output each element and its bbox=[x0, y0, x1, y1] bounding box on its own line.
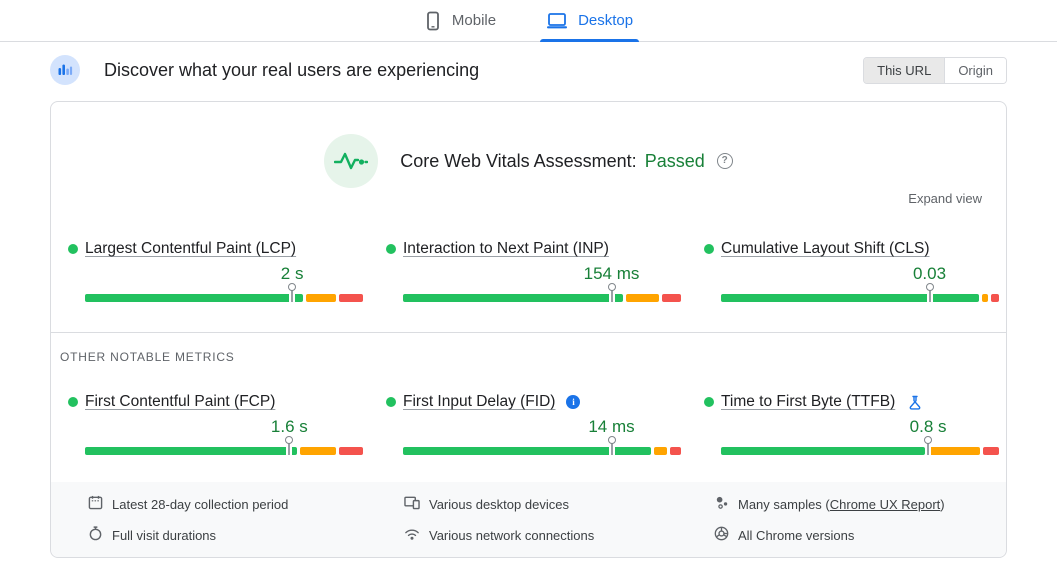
section-divider bbox=[51, 332, 1006, 333]
metric-value: 154 ms bbox=[583, 264, 640, 283]
distribution-bar bbox=[721, 294, 999, 302]
collection-period-item: Latest 28-day collection period bbox=[88, 495, 404, 513]
desktop-icon bbox=[546, 12, 568, 30]
devices-text: Various desktop devices bbox=[429, 496, 569, 512]
origin-button[interactable]: Origin bbox=[945, 57, 1006, 83]
device-tabbar: Mobile Desktop bbox=[0, 0, 1057, 42]
chrome-icon bbox=[714, 526, 729, 544]
bar-segment-poor bbox=[670, 447, 681, 455]
samples-item: Many samples (Chrome UX Report) bbox=[714, 495, 1006, 513]
help-icon[interactable]: ? bbox=[716, 153, 733, 169]
distribution-bar bbox=[85, 447, 363, 455]
bar-segment-needs-improvement bbox=[653, 447, 668, 455]
bar-segment-needs-improvement bbox=[305, 294, 336, 302]
metric-link-cls[interactable]: Cumulative Layout Shift (CLS) bbox=[721, 240, 930, 257]
good-rating-dot bbox=[386, 397, 396, 407]
bar-segment-poor bbox=[338, 447, 363, 455]
core-vitals-row: Largest Contentful Paint (LCP) 2 s Inter… bbox=[51, 240, 1006, 304]
good-rating-dot bbox=[68, 244, 78, 254]
calendar-icon bbox=[88, 495, 103, 513]
samples-icon bbox=[714, 495, 729, 513]
info-icon[interactable]: i bbox=[566, 395, 581, 409]
metric-inp: Interaction to Next Paint (INP) 154 ms bbox=[386, 240, 681, 304]
distribution-bar bbox=[85, 294, 363, 302]
experimental-flask-icon[interactable] bbox=[908, 395, 922, 410]
connections-text: Various network connections bbox=[429, 527, 595, 543]
metric-link-fid[interactable]: First Input Delay (FID) bbox=[403, 393, 556, 410]
visit-durations-text: Full visit durations bbox=[112, 527, 217, 543]
wifi-icon bbox=[404, 527, 420, 544]
other-metrics-label: OTHER NOTABLE METRICS bbox=[60, 350, 235, 364]
bar-segment-good bbox=[403, 447, 651, 455]
devices-icon bbox=[404, 495, 420, 513]
tab-mobile[interactable]: Mobile bbox=[418, 0, 502, 41]
scope-toggle: This URL Origin bbox=[863, 56, 1007, 84]
metric-value: 0.8 s bbox=[909, 417, 947, 436]
cwv-assessment: Core Web Vitals Assessment: Passed ? bbox=[51, 134, 1006, 188]
devices-item: Various desktop devices bbox=[404, 495, 714, 513]
assessment-status: Passed bbox=[644, 150, 705, 171]
field-data-card: Core Web Vitals Assessment: Passed ? Exp… bbox=[50, 101, 1007, 558]
bar-segment-poor bbox=[990, 294, 999, 302]
page-title: Discover what your real users are experi… bbox=[104, 59, 480, 80]
good-rating-dot bbox=[68, 397, 78, 407]
bar-segment-good bbox=[85, 294, 303, 302]
distribution-bar bbox=[403, 294, 681, 302]
bar-segment-poor bbox=[661, 294, 681, 302]
collection-period-text: Latest 28-day collection period bbox=[112, 496, 289, 512]
bar-segment-needs-improvement bbox=[982, 294, 988, 302]
metric-value: 14 ms bbox=[588, 417, 635, 436]
bar-segment-needs-improvement bbox=[928, 447, 980, 455]
metric-cls: Cumulative Layout Shift (CLS) 0.03 bbox=[704, 240, 999, 304]
chrome-ux-report-link[interactable]: Chrome UX Report bbox=[829, 496, 941, 512]
tab-desktop[interactable]: Desktop bbox=[540, 0, 640, 42]
tab-desktop-label: Desktop bbox=[578, 12, 634, 29]
distribution-bar bbox=[721, 447, 999, 455]
chrome-versions-item: All Chrome versions bbox=[714, 526, 1006, 544]
metric-link-fcp[interactable]: First Contentful Paint (FCP) bbox=[85, 393, 276, 410]
this-url-button[interactable]: This URL bbox=[864, 57, 945, 83]
field-data-header: Discover what your real users are experi… bbox=[0, 42, 1057, 95]
expand-view-button[interactable]: Expand view bbox=[908, 191, 982, 206]
metric-value: 0.03 bbox=[912, 264, 947, 283]
bar-segment-good bbox=[721, 447, 925, 455]
visit-durations-item: Full visit durations bbox=[88, 526, 404, 544]
distribution-bar bbox=[403, 447, 681, 455]
metric-lcp: Largest Contentful Paint (LCP) 2 s bbox=[68, 240, 363, 304]
metric-link-lcp[interactable]: Largest Contentful Paint (LCP) bbox=[85, 240, 297, 257]
collection-info-panel: Latest 28-day collection period Various … bbox=[51, 482, 1006, 557]
good-rating-dot bbox=[704, 397, 714, 407]
metric-value: 2 s bbox=[280, 264, 304, 283]
assessment-label: Core Web Vitals Assessment: bbox=[400, 150, 637, 171]
bar-segment-needs-improvement bbox=[300, 447, 336, 455]
mobile-phone-icon bbox=[424, 11, 442, 31]
metric-link-ttfb[interactable]: Time to First Byte (TTFB) bbox=[721, 393, 896, 410]
tab-mobile-label: Mobile bbox=[451, 12, 497, 29]
metric-ttfb: Time to First Byte (TTFB) 0.8 s bbox=[704, 393, 999, 457]
metric-fcp: First Contentful Paint (FCP) 1.6 s bbox=[68, 393, 363, 457]
metric-value: 1.6 s bbox=[270, 417, 308, 436]
pulse-icon bbox=[324, 134, 379, 188]
metric-link-inp[interactable]: Interaction to Next Paint (INP) bbox=[403, 240, 609, 257]
stopwatch-icon bbox=[88, 526, 103, 544]
good-rating-dot bbox=[704, 244, 714, 254]
real-users-icon bbox=[50, 55, 80, 85]
other-metrics-row: First Contentful Paint (FCP) 1.6 s First… bbox=[51, 393, 1006, 457]
bar-segment-needs-improvement bbox=[626, 294, 659, 302]
bar-segment-good bbox=[85, 447, 298, 455]
bar-segment-poor bbox=[982, 447, 999, 455]
good-rating-dot bbox=[386, 244, 396, 254]
metric-fid: First Input Delay (FID) i 14 ms bbox=[386, 393, 681, 457]
connections-item: Various network connections bbox=[404, 526, 714, 544]
bar-segment-poor bbox=[338, 294, 363, 302]
samples-text: Many samples (Chrome UX Report) bbox=[738, 496, 945, 512]
bar-segment-good bbox=[721, 294, 980, 302]
chrome-versions-text: All Chrome versions bbox=[738, 527, 855, 543]
bar-segment-good bbox=[403, 294, 624, 302]
